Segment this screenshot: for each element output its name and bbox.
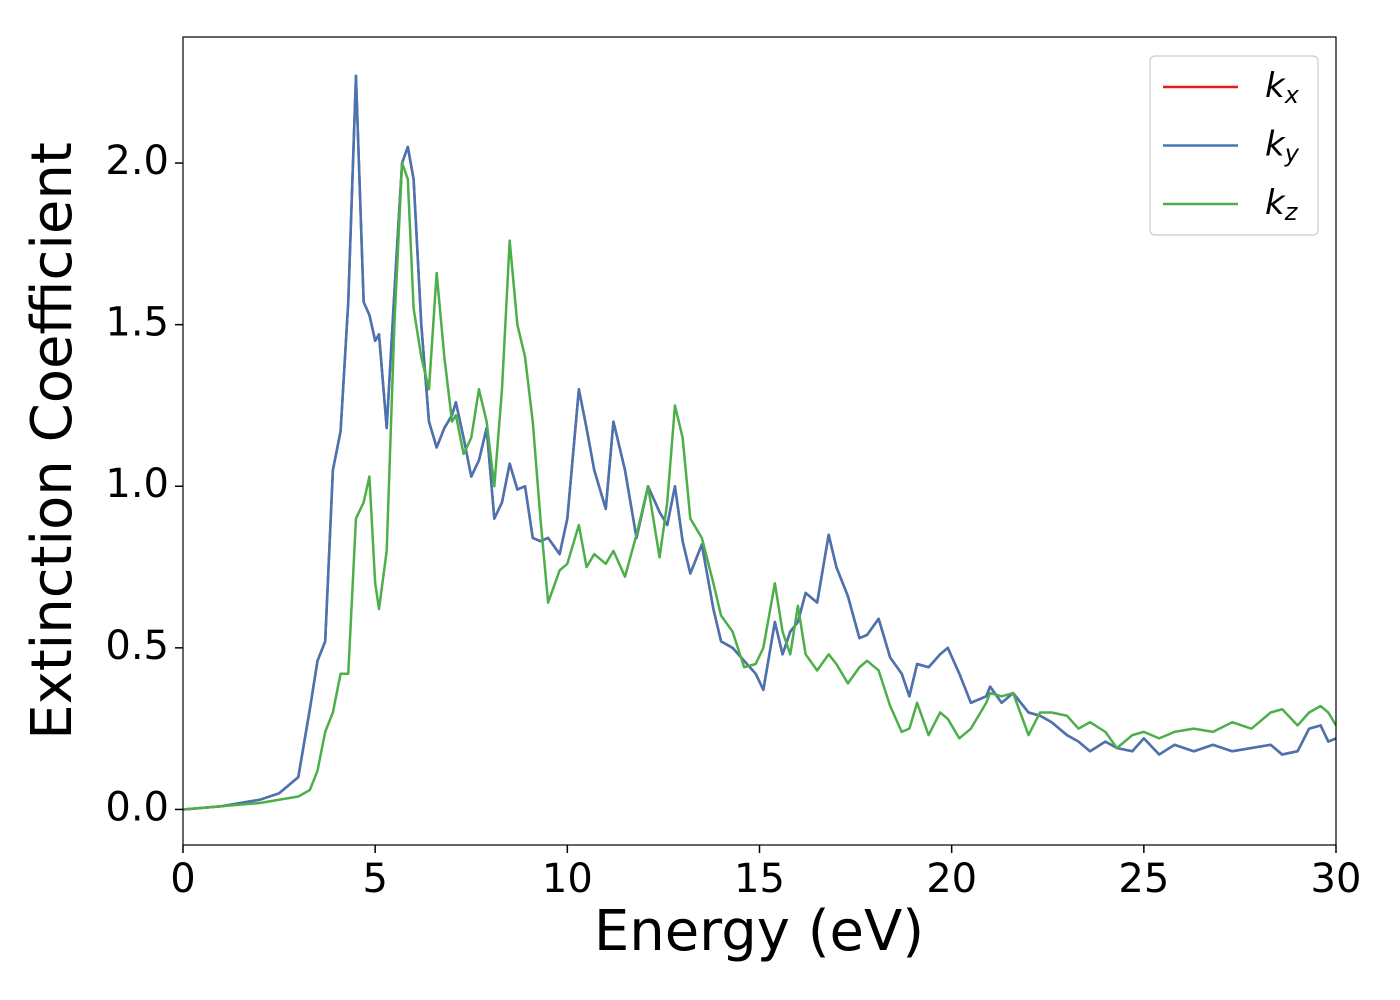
y-tick-label: 0.0 <box>105 784 169 830</box>
x-tick-label: 10 <box>542 856 593 902</box>
y-axis-label: Extinction Coefficient <box>20 142 85 740</box>
legend-label: kx <box>1265 66 1300 110</box>
x-tick-label: 30 <box>1311 856 1362 902</box>
plot-frame <box>182 36 1337 846</box>
x-tick-label: 5 <box>362 856 387 902</box>
x-tick-label: 15 <box>734 856 785 902</box>
series-line <box>183 161 1336 811</box>
y-tick-label: 1.5 <box>105 300 169 346</box>
legend-label: kz <box>1265 183 1299 227</box>
y-tick-label: 0.5 <box>105 623 169 669</box>
x-tick-label: 20 <box>926 856 977 902</box>
y-tick-label: 2.0 <box>105 138 169 184</box>
y-tick-label: 1.0 <box>105 461 169 507</box>
legend-label: ky <box>1265 124 1300 168</box>
x-axis-label: Energy (eV) <box>594 899 924 964</box>
x-tick-label: 0 <box>170 856 195 902</box>
x-tick-label: 25 <box>1118 856 1169 902</box>
